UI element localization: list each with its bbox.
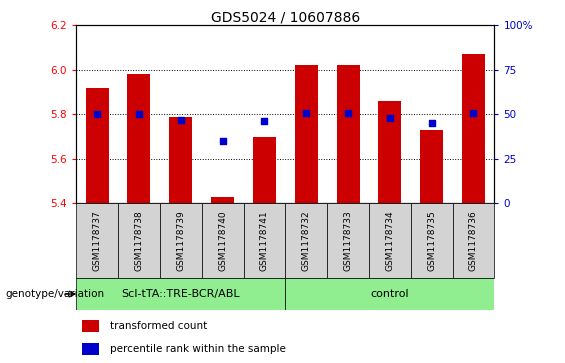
Bar [420, 130, 443, 203]
Point [427, 120, 436, 126]
Bar [379, 101, 401, 203]
Title: GDS5024 / 10607886: GDS5024 / 10607886 [211, 10, 360, 24]
Point [469, 110, 478, 115]
Bar [160, 203, 202, 278]
Text: genotype/variation: genotype/variation [6, 289, 105, 299]
Bar [82, 320, 99, 333]
Point [93, 111, 102, 117]
Point [302, 110, 311, 115]
Bar [253, 136, 276, 203]
Bar [285, 203, 327, 278]
Text: ScI-tTA::TRE-BCR/ABL: ScI-tTA::TRE-BCR/ABL [121, 289, 240, 299]
Point [134, 111, 144, 117]
Text: GSM1178735: GSM1178735 [427, 210, 436, 271]
Point [344, 110, 353, 115]
Point [218, 138, 227, 144]
Point [385, 115, 394, 121]
Bar [337, 65, 359, 203]
Bar [411, 203, 453, 278]
Bar [244, 203, 285, 278]
Text: GSM1178740: GSM1178740 [218, 210, 227, 271]
Bar [327, 203, 369, 278]
Text: GSM1178738: GSM1178738 [134, 210, 144, 271]
Bar [82, 343, 99, 355]
Bar [202, 203, 244, 278]
Text: GSM1178737: GSM1178737 [93, 210, 102, 271]
Text: control: control [371, 289, 409, 299]
Text: GSM1178739: GSM1178739 [176, 210, 185, 271]
Bar [76, 278, 285, 310]
Text: percentile rank within the sample: percentile rank within the sample [110, 344, 286, 354]
Text: GSM1178741: GSM1178741 [260, 210, 269, 271]
Text: GSM1178733: GSM1178733 [344, 210, 353, 271]
Text: transformed count: transformed count [110, 321, 207, 331]
Bar [285, 278, 494, 310]
Text: GSM1178734: GSM1178734 [385, 210, 394, 271]
Bar [453, 203, 494, 278]
Bar [128, 74, 150, 203]
Bar [118, 203, 160, 278]
Point [260, 119, 269, 125]
Bar [462, 54, 485, 203]
Point [176, 117, 185, 123]
Bar [86, 88, 108, 203]
Bar [76, 203, 118, 278]
Text: GSM1178732: GSM1178732 [302, 210, 311, 271]
Bar [295, 65, 318, 203]
Bar [170, 117, 192, 203]
Text: GSM1178736: GSM1178736 [469, 210, 478, 271]
Bar [369, 203, 411, 278]
Bar [211, 197, 234, 203]
